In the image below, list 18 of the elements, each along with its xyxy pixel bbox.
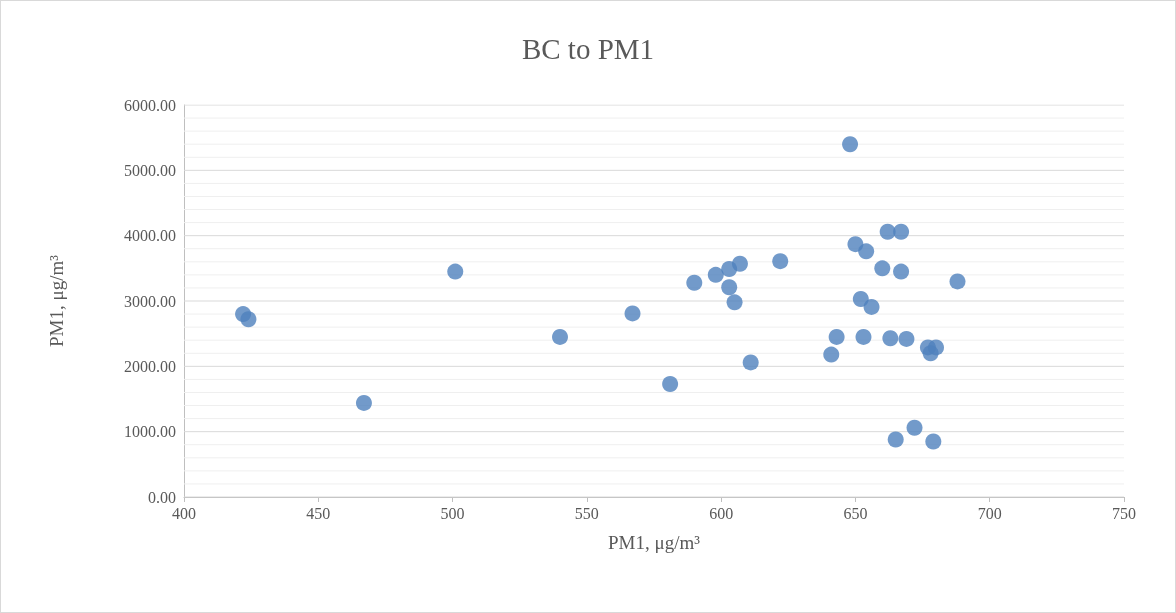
y-tick-label: 2000.00 (124, 357, 176, 375)
x-tick-label: 600 (709, 504, 734, 522)
x-axis-title: PM1, μg/m³ (608, 532, 701, 553)
x-tick-label: 500 (440, 504, 465, 522)
y-tick-label: 6000.00 (124, 96, 176, 114)
y-tick-label: 1000.00 (124, 423, 176, 441)
x-tick-label: 650 (843, 504, 868, 522)
y-tick-label: 3000.00 (124, 292, 176, 310)
x-tick-label: 750 (1112, 504, 1136, 522)
x-tick-label: 450 (306, 504, 331, 522)
y-tick-label: 5000.00 (124, 161, 176, 179)
x-tick-label: 700 (977, 504, 1002, 522)
x-tick-label: 550 (574, 504, 599, 522)
y-axis-title: PM1, μg/m³ (46, 254, 67, 347)
x-tick-label: 400 (172, 504, 196, 522)
y-tick-label: 4000.00 (124, 227, 176, 245)
y-tick-label: 0.00 (148, 488, 176, 506)
chart-title: BC to PM1 (521, 32, 655, 65)
